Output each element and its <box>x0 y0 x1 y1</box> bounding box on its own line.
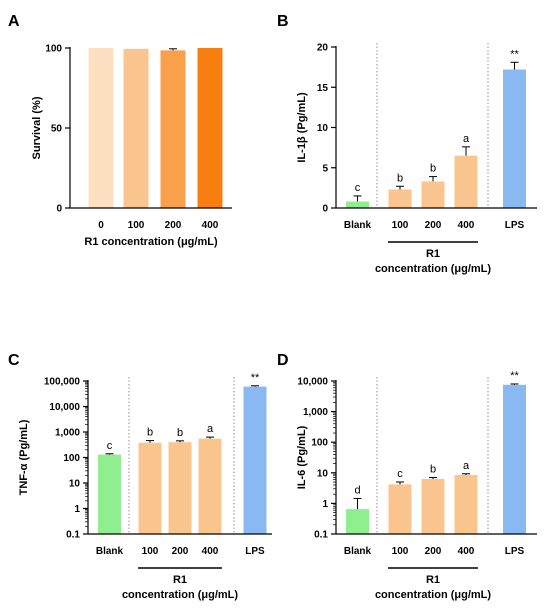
y-tick-label: 20 <box>317 43 329 54</box>
group-label: R1 <box>426 574 440 586</box>
y-tick-label: 0.1 <box>314 530 328 541</box>
significance-label: d <box>354 484 360 496</box>
y-tick-label: 10 <box>69 479 81 490</box>
x-axis-label: R1 concentration (μg/mL) <box>84 236 218 248</box>
panel-b: Bc Blank b 100 b 200 a 400 ** LPS 0 5 10 15 20 IL-1β (P… <box>277 13 537 275</box>
y-tick-label: 0 <box>56 204 62 215</box>
panel-letter: B <box>277 13 289 30</box>
y-tick-label: 100 <box>63 453 80 464</box>
significance-label: b <box>177 427 183 439</box>
y-tick-label: 15 <box>317 83 329 94</box>
category-label: 100 <box>392 546 409 557</box>
panel-letter: D <box>277 352 289 369</box>
y-tick-label: 1,000 <box>55 428 80 439</box>
bar-blank <box>98 454 121 534</box>
bar-400 <box>454 155 478 208</box>
bar-blank <box>346 509 369 534</box>
category-label: 400 <box>458 220 475 231</box>
category-label: Blank <box>96 546 124 557</box>
category-label: 200 <box>425 220 442 231</box>
significance-label: b <box>397 172 403 184</box>
bar-400 <box>198 438 222 534</box>
significance-label: b <box>147 427 153 439</box>
bar-lps <box>503 384 526 534</box>
y-tick-label: 10,000 <box>49 402 80 413</box>
category-label: 400 <box>458 546 475 557</box>
significance-label: c <box>107 440 113 452</box>
group-label-units: concentration (μg/mL) <box>375 589 491 601</box>
bar-100 <box>138 442 162 534</box>
bar-100 <box>388 484 412 534</box>
category-label: 200 <box>425 546 442 557</box>
panel-letter: C <box>8 352 20 369</box>
category-label: 200 <box>172 546 189 557</box>
bar-400 <box>197 48 223 208</box>
bar-400 <box>454 474 478 534</box>
y-tick-label: 100,000 <box>44 377 81 388</box>
significance-label: a <box>463 133 470 145</box>
bar-100 <box>123 48 149 208</box>
y-tick-label: 50 <box>51 124 63 135</box>
bar-blank <box>346 201 369 208</box>
bar-0 <box>88 48 114 208</box>
y-tick-label: 10,000 <box>297 377 328 388</box>
y-axis-label: IL-1β (Pg/mL) <box>296 92 308 163</box>
significance-label: c <box>397 468 403 480</box>
y-tick-label: 10 <box>317 468 329 479</box>
group-label: R1 <box>173 574 187 586</box>
group-label: R1 <box>426 248 440 260</box>
significance-label: a <box>207 423 214 435</box>
bar-lps <box>503 69 526 208</box>
category-label: Blank <box>344 546 372 557</box>
y-tick-label: 0 <box>322 204 328 215</box>
y-tick-label: 0.1 <box>66 530 80 541</box>
bar-100 <box>388 189 412 208</box>
y-tick-label: 1 <box>322 499 328 510</box>
y-tick-label: 100 <box>45 44 62 55</box>
category-label: LPS <box>505 546 525 557</box>
y-tick-label: 5 <box>322 163 328 174</box>
category-label: LPS <box>245 546 265 557</box>
y-tick-label: 100 <box>311 438 328 449</box>
category-label: 200 <box>165 220 182 231</box>
panel-letter: A <box>8 13 20 30</box>
category-label: 100 <box>392 220 409 231</box>
bar-lps <box>243 386 267 534</box>
group-label-units: concentration (μg/mL) <box>122 589 238 601</box>
category-label: 100 <box>128 220 145 231</box>
significance-label: b <box>430 163 436 175</box>
bar-200 <box>160 50 186 209</box>
bar-200 <box>168 442 192 534</box>
category-label: 400 <box>202 220 219 231</box>
panel-a: A 0 100 200 400 0 50 100 Survival (%) R1 concentr… <box>8 13 232 248</box>
category-label: Blank <box>344 220 372 231</box>
y-tick-label: 1,000 <box>303 407 328 418</box>
bar-200 <box>421 478 445 534</box>
y-axis-label: IL-6 (Pg/mL) <box>296 425 308 489</box>
significance-label: ** <box>510 370 519 382</box>
category-label: 400 <box>202 546 219 557</box>
bar-200 <box>421 181 445 208</box>
category-label: LPS <box>505 220 525 231</box>
significance-label: a <box>463 460 470 472</box>
significance-label: ** <box>251 372 260 384</box>
significance-label: c <box>355 182 361 194</box>
panel-d: Dd Blank c 100 b 200 a 400 ** LPS 0.1 1 10 100 1,000 10… <box>277 352 537 601</box>
category-label: 100 <box>142 546 159 557</box>
y-axis-label: TNF-α (Pg/mL) <box>18 419 30 495</box>
y-axis-label: Survival (%) <box>31 96 43 159</box>
panel-c: Cc Blank b 100 b 200 a 400 ** LPS 0.1 1 10 100 1,000 10… <box>8 352 272 601</box>
group-label-units: concentration (μg/mL) <box>375 263 491 275</box>
significance-label: b <box>430 464 436 476</box>
y-tick-label: 10 <box>317 123 329 134</box>
y-tick-label: 1 <box>74 504 80 515</box>
significance-label: ** <box>510 48 519 60</box>
category-label: 0 <box>98 220 104 231</box>
